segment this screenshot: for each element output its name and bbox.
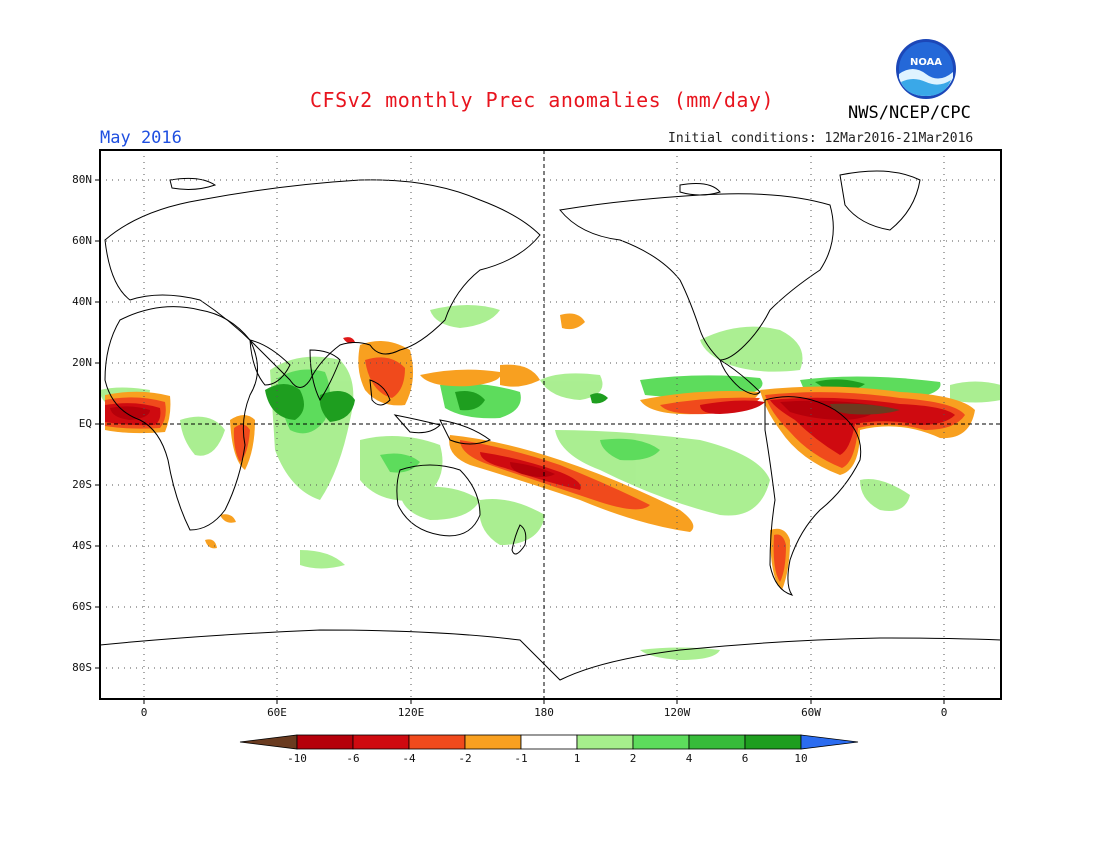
colorbar-label: -1 [514, 752, 528, 765]
lon-label: 60E [267, 706, 287, 719]
anomaly-field [100, 305, 1001, 660]
equator-dateline [100, 150, 1001, 699]
coastlines [100, 170, 1001, 681]
lon-label: 120E [397, 706, 425, 719]
colorbar-label: 6 [741, 752, 749, 765]
colorbar-label: 10 [794, 752, 808, 765]
colorbar-label: -6 [346, 752, 360, 765]
lon-label: 0 [140, 706, 148, 719]
lon-label: 180 [534, 706, 554, 719]
lat-label: 80N [72, 173, 92, 186]
lat-label: EQ [78, 417, 92, 430]
lon-label: 0 [940, 706, 948, 719]
colorbar-label: 1 [573, 752, 581, 765]
map-title: CFSv2 monthly Prec anomalies (mm/day) [310, 88, 775, 112]
lat-label: 60N [72, 234, 92, 247]
colorbar [239, 734, 859, 750]
forecast-month: May 2016 [100, 128, 182, 148]
colorbar-label: -2 [458, 752, 472, 765]
colorbar-label: 4 [685, 752, 693, 765]
lat-label: 20S [72, 478, 92, 491]
lat-label: 20N [72, 356, 92, 369]
lat-label: 80S [72, 661, 92, 674]
colorbar-arrow-low [239, 734, 298, 750]
lat-label: 60S [72, 600, 92, 613]
colorbar-label: -10 [287, 752, 307, 765]
agency-label: NWS/NCEP/CPC [848, 103, 971, 123]
initial-conditions: Initial conditions: 12Mar2016-21Mar2016 [668, 131, 974, 146]
lon-label: 60W [801, 706, 821, 719]
colorbar-label: -4 [402, 752, 416, 765]
colorbar-arrow-high [800, 734, 859, 750]
noaa-logo-icon: NOAA [896, 39, 956, 99]
lon-label: 120W [663, 706, 691, 719]
lat-label: 40S [72, 539, 92, 552]
lat-lon-grid [100, 150, 1001, 699]
logo-text: NOAA [910, 57, 942, 68]
lat-label: 40N [72, 295, 92, 308]
tick-marks [95, 179, 945, 704]
colorbar-label: 2 [629, 752, 637, 765]
